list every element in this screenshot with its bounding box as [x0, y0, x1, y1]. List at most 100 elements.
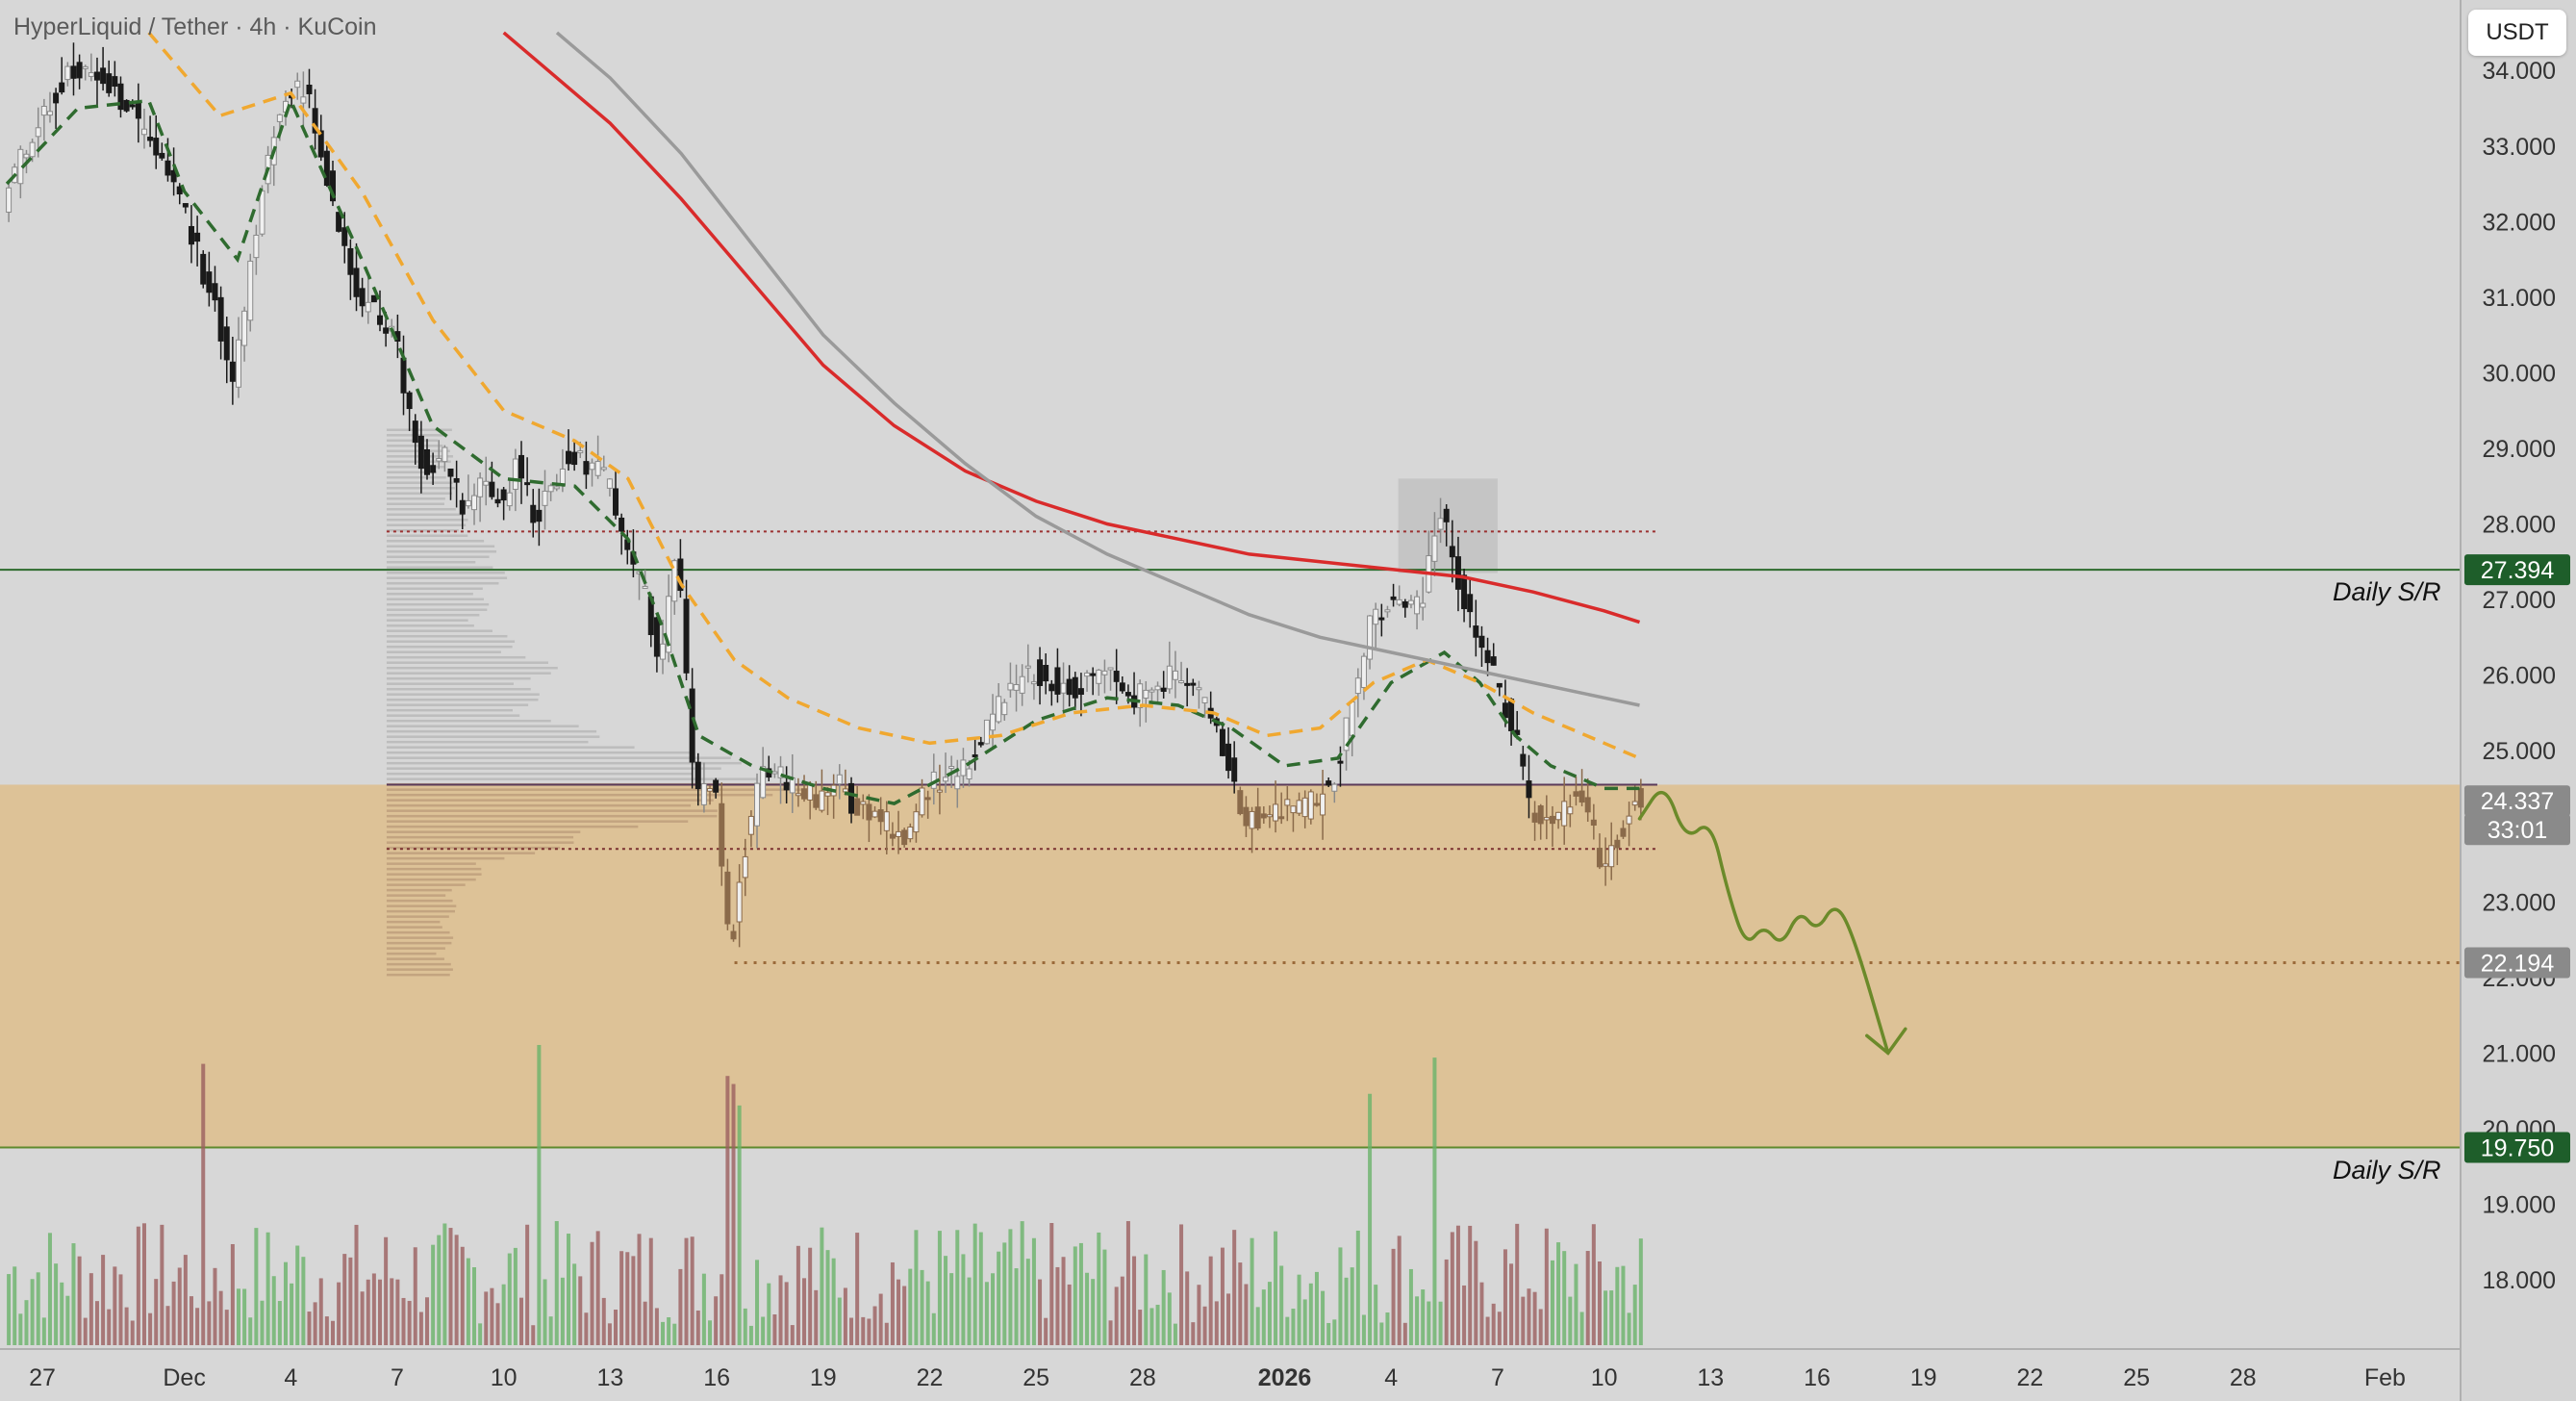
volume-bar	[348, 1257, 353, 1345]
volume-profile-bar	[386, 888, 452, 892]
candle-body	[577, 450, 584, 454]
candle-body	[59, 82, 65, 93]
candle-body	[542, 490, 548, 506]
candle-body	[571, 451, 578, 466]
candle-body	[653, 617, 660, 657]
volume-profile-bar	[386, 682, 514, 685]
candle-body	[795, 793, 801, 797]
volume-bar	[1250, 1237, 1254, 1345]
candle-body	[1537, 805, 1544, 825]
volume-bar	[1055, 1266, 1060, 1345]
volume-bar	[872, 1306, 877, 1345]
candle-body	[713, 779, 720, 793]
volume-profile-bar	[386, 740, 589, 744]
volume-bar	[1191, 1322, 1196, 1345]
volume-profile-bar	[386, 904, 457, 907]
candle-body	[1620, 828, 1627, 837]
price-mark-label: 24.337	[2481, 788, 2554, 815]
volume-bar	[425, 1297, 430, 1345]
candle-body	[966, 768, 972, 780]
volume-profile-bar	[386, 539, 485, 543]
candle-body	[88, 72, 94, 77]
candle-body	[1402, 600, 1408, 608]
volume-profile-bar	[386, 793, 773, 797]
volume-bar	[855, 1233, 860, 1345]
volume-profile-bar	[386, 560, 476, 564]
candle-body	[82, 65, 88, 69]
y-tick-label: 34.000	[2483, 58, 2556, 85]
volume-profile-bar	[386, 973, 450, 977]
volume-bar	[24, 1300, 29, 1345]
volume-bar	[944, 1256, 948, 1345]
y-tick-label: 31.000	[2483, 285, 2556, 312]
candle-body	[1354, 677, 1361, 695]
candle-body	[430, 465, 437, 473]
volume-profile-bar	[386, 439, 439, 443]
candle-body	[1184, 682, 1191, 686]
candle-body	[936, 789, 943, 793]
candle-body	[1024, 665, 1031, 669]
volume-bar	[507, 1253, 512, 1345]
volume-bar	[401, 1297, 406, 1345]
volume-profile-bar	[386, 725, 579, 727]
candle-body	[889, 833, 896, 839]
volume-profile-bar	[386, 608, 488, 611]
volume-profile-bar	[386, 862, 476, 865]
volume-bar	[1521, 1296, 1526, 1345]
volume-bar	[65, 1295, 70, 1345]
price-axis-panel	[2461, 0, 2576, 1401]
volume-bar	[118, 1274, 123, 1345]
candle-body	[1631, 801, 1638, 806]
volume-bar	[265, 1232, 270, 1345]
volume-bar	[36, 1272, 40, 1345]
volume-bar	[1408, 1268, 1413, 1345]
volume-profile	[386, 428, 805, 977]
candle-body	[336, 212, 342, 232]
volume-bar	[18, 1313, 23, 1345]
volume-bar	[71, 1243, 76, 1345]
candle-body	[1378, 617, 1385, 621]
candle-body	[341, 227, 348, 246]
candle-body	[123, 99, 130, 112]
volume-profile-bar	[386, 761, 742, 765]
candle-body	[1373, 608, 1379, 625]
volume-bar	[189, 1296, 193, 1345]
volume-bar	[407, 1300, 412, 1345]
volume-bar	[637, 1234, 642, 1345]
volume-bar	[737, 1105, 742, 1345]
volume-bar	[307, 1312, 312, 1345]
candle-body	[317, 130, 324, 158]
volume-bar	[1214, 1301, 1219, 1345]
volume-profile-bar	[386, 947, 445, 950]
volume-bar	[1197, 1285, 1201, 1345]
volume-profile-bar	[386, 634, 508, 638]
x-tick-label: 28	[1129, 1364, 1156, 1391]
price-mark-badge	[2464, 1132, 2570, 1163]
x-tick-label: 16	[703, 1364, 730, 1391]
candle-body	[996, 696, 1002, 723]
volume-bar	[1479, 1282, 1484, 1345]
volume-bar	[1220, 1247, 1225, 1345]
volume-bar	[495, 1303, 500, 1345]
currency-unit-button[interactable]: USDT	[2468, 10, 2566, 56]
candle-body	[247, 260, 254, 321]
volume-profile-bar	[386, 799, 714, 802]
x-tick-label: 28	[2230, 1364, 2257, 1391]
volume-bar	[1591, 1224, 1596, 1345]
candle-body	[93, 71, 100, 81]
candle-body	[459, 499, 466, 515]
volume-profile-bar	[386, 957, 444, 960]
volume-bar	[937, 1231, 942, 1345]
volume-bar	[454, 1235, 459, 1345]
volume-bar	[1073, 1246, 1077, 1345]
volume-profile-bar	[386, 528, 459, 532]
candle-body	[896, 830, 902, 837]
candle-body	[518, 454, 525, 479]
candle-body	[70, 65, 77, 79]
candle-body	[1201, 697, 1208, 703]
volume-bar	[395, 1279, 400, 1345]
volume-bar	[1274, 1231, 1278, 1345]
price-mark-label: 22.194	[2481, 951, 2555, 978]
volume-bar	[572, 1263, 577, 1345]
